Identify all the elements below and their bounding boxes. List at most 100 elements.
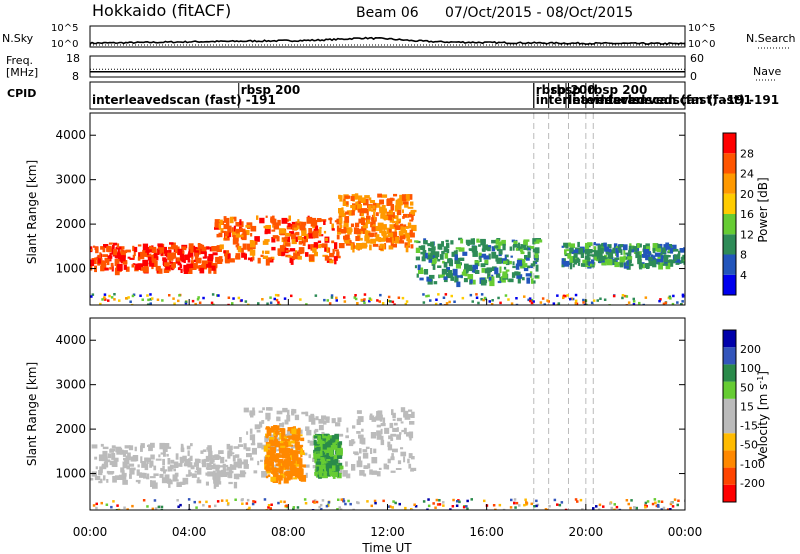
- vel-data-cell-3-253: [336, 450, 342, 454]
- vel-data-cell-3-255: [322, 443, 327, 450]
- vel-data-cell-0-239: [227, 452, 231, 459]
- power-data-cell-2-80: [362, 229, 365, 234]
- power-cbar-swatch-2: [723, 234, 736, 255]
- power-data-cell-3-180: [505, 269, 510, 272]
- power-data-cell-2-182: [381, 213, 385, 217]
- power-data-cell-4-132: [678, 250, 681, 256]
- power-data-cell-0-140: [111, 245, 115, 249]
- power-data-cell-3-92: [414, 265, 417, 269]
- vel-data-gs-71: [462, 505, 466, 509]
- vel-data-cell-2-106: [294, 429, 301, 435]
- vel-data-cell-0-17: [100, 478, 103, 484]
- vel-data-gs-172: [226, 503, 230, 507]
- vel-data-gs-164: [285, 504, 288, 507]
- power-data-cell-1-116: [241, 252, 246, 258]
- vel-data-cell-2-73: [275, 453, 280, 458]
- vel-data-gs-194: [176, 499, 179, 502]
- power-data-cell-1-257: [232, 231, 236, 235]
- vel-data-cell-2-258: [289, 464, 296, 471]
- power-data-cell-3-65: [483, 255, 490, 260]
- power-data-gs-183: [401, 296, 405, 300]
- power-data-cell-2-179: [350, 196, 355, 201]
- power-cbar-swatch-7: [723, 133, 736, 154]
- vel-data-cell-2-102: [265, 475, 269, 479]
- vel-data-cell-1-45: [345, 461, 348, 467]
- vel-data-ytick-label-3: 4000: [55, 333, 86, 347]
- power-data-cell-3-220: [527, 251, 531, 258]
- vel-data-gs-163: [438, 503, 442, 506]
- power-data-cell-4-188: [635, 251, 640, 259]
- power-data-cell-0-91: [157, 245, 164, 248]
- vel-data-cell-0-203: [159, 473, 164, 478]
- power-data-cell-4-220: [682, 254, 685, 260]
- vel-data-cell-3-184: [326, 453, 330, 457]
- power-data-cell-4-199: [604, 246, 609, 252]
- power-data-cell-1-99: [331, 240, 335, 244]
- power-data-cell-2-124: [398, 202, 403, 206]
- power-data-cell-3-244: [426, 256, 431, 260]
- vel-data-gs-144: [525, 502, 529, 505]
- vel-data-cell-1-228: [239, 437, 242, 443]
- power-data-cell-4-210: [637, 258, 642, 264]
- vel-data-cell-3-188: [318, 466, 323, 474]
- vel-data-cell-0-113: [146, 473, 150, 477]
- power-data-cell-4-152: [607, 251, 614, 259]
- power-data-gs-125: [273, 297, 276, 301]
- power-data-gs-138: [240, 299, 243, 302]
- power-data-cell-2-155: [344, 201, 349, 205]
- vel-data-cell-1-11: [395, 468, 402, 470]
- vel-data-cell-1-34: [286, 414, 291, 422]
- power-data-gs-7: [330, 294, 334, 297]
- power-data-cell-0-177: [151, 262, 157, 267]
- vel-data-cell-1-193: [260, 459, 263, 462]
- power-data-cell-3-64: [458, 237, 463, 241]
- vel-data-cell-2-259: [273, 470, 278, 477]
- power-data-cell-4-251: [614, 261, 620, 268]
- vel-data-cell-0-169: [160, 452, 165, 455]
- power-data-cell-4-201: [663, 255, 669, 263]
- vel-data-cell-1-222: [276, 449, 280, 452]
- power-data-gs-91: [326, 299, 329, 302]
- vel-data-cell-2-215: [271, 468, 278, 473]
- vel-data-cell-2-246: [281, 449, 284, 453]
- power-data-cell-4-110: [593, 242, 596, 246]
- power-data-cell-3-227: [515, 263, 520, 270]
- vel-data-gs-41: [627, 502, 630, 506]
- power-data-cell-0-204: [163, 262, 170, 268]
- vel-data-cell-1-2: [399, 432, 402, 435]
- power-data-gs-159: [570, 297, 573, 300]
- power-data-cell-0-98: [142, 249, 146, 254]
- power-data-cell-1-35: [226, 217, 230, 225]
- power-data-cell-4-247: [673, 256, 679, 260]
- power-data-cell-1-230: [298, 240, 303, 245]
- vel-data-gs-51: [352, 508, 355, 510]
- power-data-cell-0-122: [145, 250, 149, 257]
- power-data-cell-1-253: [334, 242, 338, 249]
- power-data-gs-33: [658, 299, 661, 303]
- vel-data-cell-1-72: [403, 456, 406, 463]
- power-data-cell-1-130: [289, 248, 296, 252]
- vel-data-cell-3-222: [320, 450, 323, 454]
- power-data-cell-3-94: [487, 273, 491, 279]
- power-data-cell-4-92: [627, 256, 632, 264]
- vel-data-gs-210: [347, 499, 350, 503]
- vel-data-cell-0-246: [201, 460, 207, 468]
- power-data-cell-2-236: [360, 237, 363, 241]
- vel-data-gs-70: [510, 498, 513, 502]
- power-data-gs-145: [453, 300, 456, 303]
- power-data-cell-2-256: [387, 232, 394, 238]
- vel-data-gs-211: [662, 506, 666, 510]
- vel-data-cell-3-209: [337, 442, 341, 448]
- power-data-cell-2-22: [393, 215, 399, 219]
- vel-cbar-tick-2: 50: [740, 381, 754, 394]
- vel-data-gs-30: [342, 498, 345, 501]
- power-data-gs-213: [184, 300, 188, 304]
- velocity-y-label: Slant Range [km]: [25, 362, 39, 466]
- vel-data-cell-0-253: [217, 476, 221, 483]
- power-data-cell-3-53: [491, 246, 496, 252]
- power-data-cell-1-216: [297, 255, 302, 260]
- vel-data-cell-0-92: [190, 465, 195, 470]
- power-data-cell-1-256: [221, 230, 227, 233]
- power-data-cell-3-101: [526, 257, 530, 261]
- power-data-cell-4-250: [601, 262, 607, 266]
